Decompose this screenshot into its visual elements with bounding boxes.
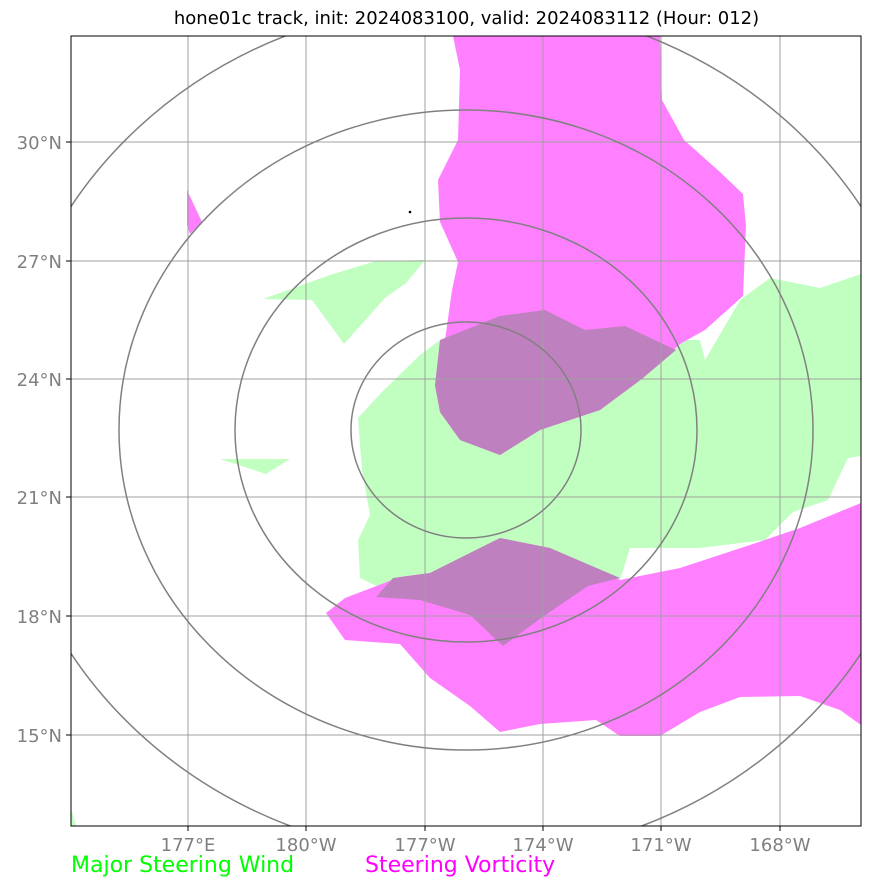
map-title: hone01c track, init: 2024083100, valid: … [173, 8, 760, 29]
legend-steering-vorticity: Steering Vorticity [365, 853, 556, 878]
range-ring [234, 217, 698, 643]
legend-major-steering-wind: Major Steering Wind [71, 853, 295, 878]
lat-label: 24°N [17, 370, 62, 391]
range-rings [71, 36, 861, 826]
lon-label: 177°E [161, 835, 216, 856]
overlap-region [376, 310, 676, 646]
storm-position-marker [408, 210, 412, 214]
lat-label: 21°N [17, 488, 62, 509]
lat-label: 18°N [17, 607, 62, 628]
lat-label: 30°N [17, 133, 62, 154]
latitude-labels: 30°N 27°N 24°N 21°N 18°N 15°N [17, 133, 62, 747]
plot-frame [70, 35, 862, 827]
lat-label: 15°N [17, 726, 62, 747]
tick-marks [66, 141, 781, 831]
lon-label: 174°W [512, 835, 573, 856]
lon-label: 177°W [394, 835, 455, 856]
range-ring [118, 109, 814, 751]
lon-label: 168°W [749, 835, 810, 856]
lon-label: 171°W [630, 835, 691, 856]
lat-label: 27°N [17, 252, 62, 273]
lon-label: 180°W [275, 835, 336, 856]
longitude-labels: 177°E 180°W 177°W 174°W 171°W 168°W [161, 835, 811, 856]
gridlines [71, 36, 861, 826]
range-ring [350, 321, 582, 539]
